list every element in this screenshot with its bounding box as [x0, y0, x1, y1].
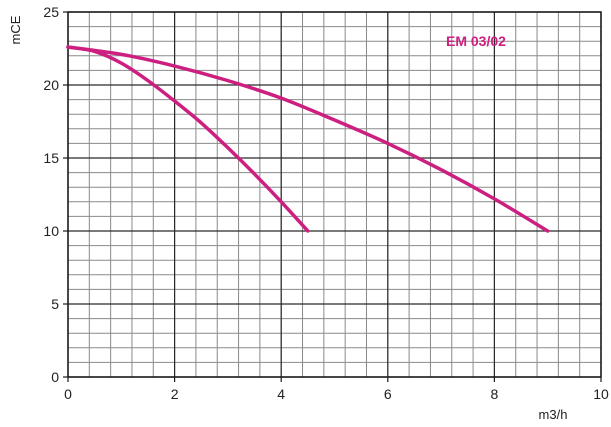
x-tick-label: 8: [491, 386, 499, 402]
series-layer: [66, 45, 550, 233]
series-label: EM 03/02: [446, 33, 506, 49]
x-tick-label: 2: [171, 386, 179, 402]
x-axis-ticks: 0 2 4 6 8 10: [64, 377, 609, 402]
minor-grid: [68, 12, 601, 377]
x-axis-label: m3/h: [539, 407, 568, 422]
y-tick-label: 15: [43, 150, 59, 166]
y-axis-label: mCE: [8, 15, 23, 44]
y-axis-ticks: 0 5 10 15 20 25: [43, 4, 68, 385]
y-tick-label: 5: [51, 296, 59, 312]
plot-frame: [67, 11, 602, 378]
series-line-1: [66, 45, 310, 233]
x-tick-label: 4: [277, 386, 285, 402]
y-tick-label: 25: [43, 4, 59, 20]
plot-border: [67, 11, 602, 378]
x-tick-label: 0: [64, 386, 72, 402]
y-tick-label: 10: [43, 223, 59, 239]
x-tick-label: 10: [593, 386, 609, 402]
x-tick-label: 6: [384, 386, 392, 402]
y-tick-label: 0: [51, 369, 59, 385]
major-grid: [67, 11, 602, 378]
series-line-2: [66, 45, 550, 233]
y-tick-label: 20: [43, 77, 59, 93]
